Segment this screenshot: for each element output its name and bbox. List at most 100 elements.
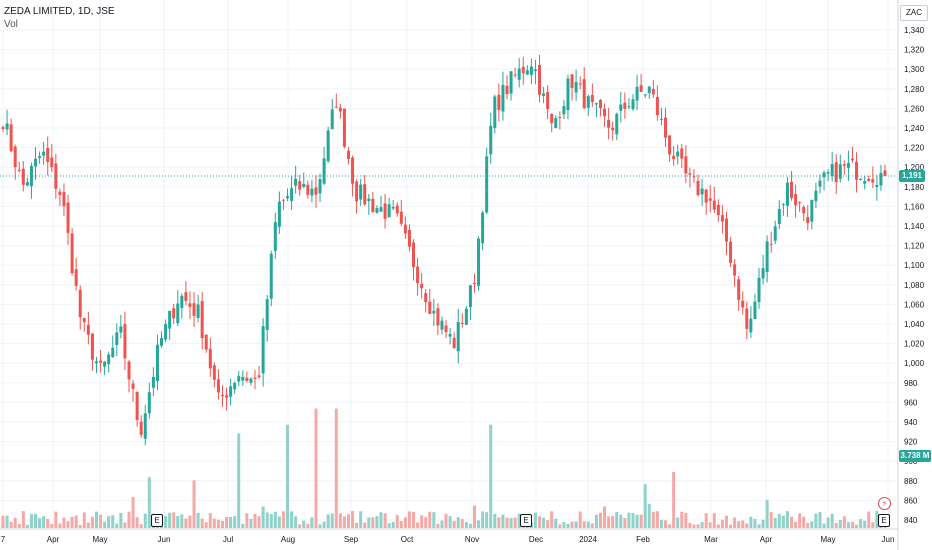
candle-body (794, 194, 798, 206)
volume-bar (115, 523, 119, 528)
volume-bar (460, 518, 464, 528)
candle-body (501, 84, 505, 112)
volume-bar (696, 524, 700, 528)
candle-body (9, 124, 13, 152)
volume-bar (692, 524, 696, 528)
volume-bar (838, 520, 842, 528)
volume-bar (103, 521, 107, 528)
volume-bar (586, 521, 590, 528)
volume-bar (99, 514, 103, 528)
candle-body (574, 81, 578, 93)
candle-body (387, 204, 391, 218)
volume-bar (111, 515, 115, 528)
candle-body (448, 334, 452, 337)
volume-bar (355, 522, 359, 528)
candle-body (525, 70, 529, 75)
earnings-event-marker[interactable]: E (151, 514, 163, 527)
volume-bar (802, 516, 806, 528)
last-price-badge: 1,191 (899, 170, 925, 182)
volume-bar (558, 524, 562, 528)
volume-bar (78, 524, 82, 528)
time-tick-label: 2024 (579, 535, 597, 544)
price-tick-label: 920 (904, 438, 918, 447)
candle-body (42, 151, 46, 156)
volume-bar (444, 513, 448, 528)
candle-body (294, 178, 298, 186)
volume-bar (139, 524, 143, 528)
candle-body (570, 74, 574, 88)
candle-body (115, 332, 119, 345)
volume-bar (806, 522, 810, 528)
candle-body (607, 119, 611, 128)
candle-body (810, 199, 814, 222)
volume-bar (119, 512, 123, 528)
earnings-event-marker[interactable]: E (520, 514, 532, 527)
candle-body (172, 308, 176, 319)
earnings-event-marker[interactable]: E (878, 514, 890, 527)
price-tick-label: 980 (904, 379, 918, 388)
candle-body (875, 184, 879, 187)
volume-bar (733, 517, 737, 528)
volume-bar (407, 511, 411, 528)
volume-bar (716, 524, 720, 528)
volume-bar (192, 480, 196, 528)
volume-bar (489, 424, 493, 528)
volume-bar (533, 512, 537, 528)
candle-body (668, 135, 672, 155)
candle-body (269, 253, 273, 299)
price-tick-label: 1,280 (904, 85, 925, 94)
candle-body (330, 109, 334, 130)
dividend-icon[interactable]: ⚡ (878, 497, 891, 510)
volume-bar (379, 512, 383, 528)
volume-bar (54, 511, 58, 528)
volume-bar (371, 517, 375, 528)
time-tick-label: Jul (223, 535, 233, 544)
candle-body (355, 181, 359, 202)
price-tick-label: 1,320 (904, 46, 925, 55)
volume-bar (448, 516, 452, 528)
volume-bar (777, 513, 781, 528)
volume-bar (294, 516, 298, 528)
candle-body (86, 324, 90, 335)
volume-bar (741, 520, 745, 528)
candle-body (460, 322, 464, 324)
price-tick-label: 1,100 (904, 261, 925, 270)
volume-bar (281, 511, 285, 528)
candle-body (216, 379, 220, 393)
candle-body (103, 361, 107, 367)
volume-bar (659, 519, 663, 528)
price-tick-label: 1,040 (904, 320, 925, 329)
candle-body (863, 180, 867, 184)
candle-body (733, 264, 737, 276)
candle-body (34, 158, 38, 167)
candle-body (716, 204, 720, 216)
candle-body (542, 93, 546, 97)
volume-bar (619, 514, 623, 528)
volume-bar (842, 516, 846, 528)
currency-button[interactable]: ZAC (900, 5, 928, 21)
candle-body (233, 382, 237, 390)
candle-body (729, 241, 733, 263)
volume-bar (684, 512, 688, 528)
candle-body (594, 103, 598, 105)
candle-body (834, 162, 838, 183)
price-tick-label: 940 (904, 418, 918, 427)
candle-body (249, 378, 253, 383)
volume-bar (440, 520, 444, 528)
symbol-title[interactable]: ZEDA LIMITED, 1D, JSE (4, 6, 115, 17)
volume-bar (863, 520, 867, 528)
volume-bar (208, 513, 212, 528)
candle-body (517, 68, 521, 80)
volume-bar (615, 511, 619, 528)
volume-bar (107, 516, 111, 528)
candle-body (562, 106, 566, 115)
candle-body (412, 242, 416, 268)
volume-indicator-label[interactable]: Vol (4, 19, 18, 30)
candle-body (655, 96, 659, 116)
volume-bar (204, 522, 208, 528)
price-tick-label: 1,000 (904, 359, 925, 368)
volume-bar (846, 522, 850, 528)
volume-bar (363, 522, 367, 528)
